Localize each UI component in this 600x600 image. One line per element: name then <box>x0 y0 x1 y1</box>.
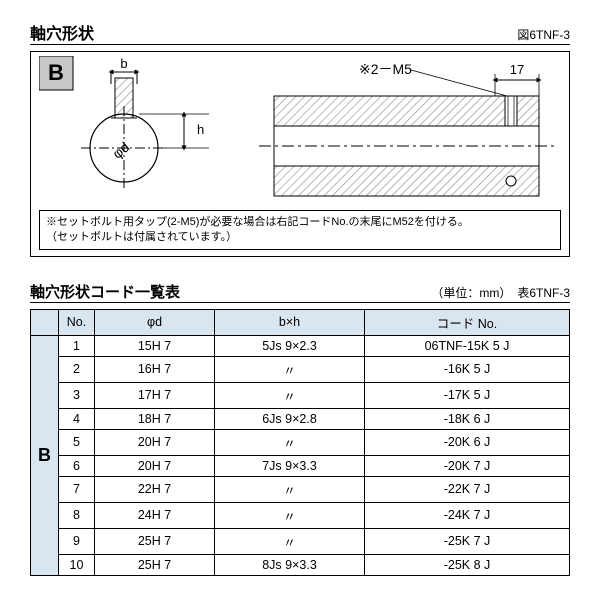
table-header-row: No. φd b×h コード No. <box>31 309 570 335</box>
cell-d: 16H 7 <box>95 356 215 382</box>
cell-d: 24H 7 <box>95 502 215 528</box>
cell-bh: 〃 <box>215 356 365 382</box>
cell-no: 4 <box>59 408 95 429</box>
cell-bh: 〃 <box>215 502 365 528</box>
cell-d: 18H 7 <box>95 408 215 429</box>
cell-code: 06TNF-15K 5 J <box>365 335 570 356</box>
diagram-container: B b φd h ※2－M5 <box>30 51 570 257</box>
cell-no: 6 <box>59 455 95 476</box>
dim-h-label: h <box>197 122 204 137</box>
cell-code: -18K 6 J <box>365 408 570 429</box>
col-d: φd <box>95 309 215 335</box>
cell-no: 1 <box>59 335 95 356</box>
col-code: コード No. <box>365 309 570 335</box>
cell-bh: 〃 <box>215 528 365 554</box>
table-title-row: 軸穴形状コード一覧表 （単位：mm） 表6TNF-3 <box>30 281 570 303</box>
cell-code: -22K 7 J <box>365 476 570 502</box>
cell-no: 5 <box>59 429 95 455</box>
cell-no: 3 <box>59 382 95 408</box>
table-row: 925H 7〃-25K 7 J <box>31 528 570 554</box>
figure-title: 軸穴形状 <box>30 20 94 44</box>
cell-bh: 〃 <box>215 429 365 455</box>
cell-bh: 8Js 9×3.3 <box>215 554 365 575</box>
cell-code: -24K 7 J <box>365 502 570 528</box>
cell-bh: 6Js 9×2.8 <box>215 408 365 429</box>
technical-drawing: B b φd h ※2－M5 <box>39 56 559 206</box>
figure-title-row: 軸穴形状 図6TNF-3 <box>30 20 570 45</box>
cell-code: -16K 5 J <box>365 356 570 382</box>
note-line1: ※セットボルト用タップ(2-M5)が必要な場合は右記コードNo.の末尾にM52を… <box>46 216 469 228</box>
cell-d: 20H 7 <box>95 429 215 455</box>
cell-d: 17H 7 <box>95 382 215 408</box>
tap-label: ※2－M5 <box>359 61 412 77</box>
dim-17-label: 17 <box>510 62 524 77</box>
table-row: 216H 7〃-16K 5 J <box>31 356 570 382</box>
cell-d: 20H 7 <box>95 455 215 476</box>
cell-code: -20K 7 J <box>365 455 570 476</box>
cell-no: 7 <box>59 476 95 502</box>
cell-bh: 7Js 9×3.3 <box>215 455 365 476</box>
col-no: No. <box>59 309 95 335</box>
table-row: 520H 7〃-20K 6 J <box>31 429 570 455</box>
figure-label: 図6TNF-3 <box>517 26 570 43</box>
table-row: 722H 7〃-22K 7 J <box>31 476 570 502</box>
table-row: 418H 76Js 9×2.8-18K 6 J <box>31 408 570 429</box>
code-table: No. φd b×h コード No. B115H 75Js 9×2.306TNF… <box>30 309 570 576</box>
cell-d: 22H 7 <box>95 476 215 502</box>
table-title: 軸穴形状コード一覧表 <box>30 281 180 302</box>
cell-bh: 5Js 9×2.3 <box>215 335 365 356</box>
cell-bh: 〃 <box>215 476 365 502</box>
cell-code: -20K 6 J <box>365 429 570 455</box>
cell-d: 25H 7 <box>95 554 215 575</box>
cell-code: -25K 7 J <box>365 528 570 554</box>
dim-b-label: b <box>120 56 127 71</box>
group-letter: B <box>48 60 64 85</box>
cell-d: 25H 7 <box>95 528 215 554</box>
table-row: 620H 77Js 9×3.3-20K 7 J <box>31 455 570 476</box>
cell-no: 9 <box>59 528 95 554</box>
table-row: B115H 75Js 9×2.306TNF-15K 5 J <box>31 335 570 356</box>
table-row: 824H 7〃-24K 7 J <box>31 502 570 528</box>
dim-d-label: φd <box>109 139 132 162</box>
group-cell: B <box>31 335 59 575</box>
cell-code: -17K 5 J <box>365 382 570 408</box>
cell-no: 2 <box>59 356 95 382</box>
cell-d: 15H 7 <box>95 335 215 356</box>
table-row: 1025H 78Js 9×3.3-25K 8 J <box>31 554 570 575</box>
col-group <box>31 309 59 335</box>
cell-code: -25K 8 J <box>365 554 570 575</box>
table-row: 317H 7〃-17K 5 J <box>31 382 570 408</box>
note-line2: （セットボルトは付属されています。） <box>46 231 237 243</box>
cell-no: 8 <box>59 502 95 528</box>
cell-bh: 〃 <box>215 382 365 408</box>
figure-note: ※セットボルト用タップ(2-M5)が必要な場合は右記コードNo.の末尾にM52を… <box>39 210 561 250</box>
table-unit: （単位：mm） 表6TNF-3 <box>431 284 570 301</box>
col-bh: b×h <box>215 309 365 335</box>
cell-no: 10 <box>59 554 95 575</box>
